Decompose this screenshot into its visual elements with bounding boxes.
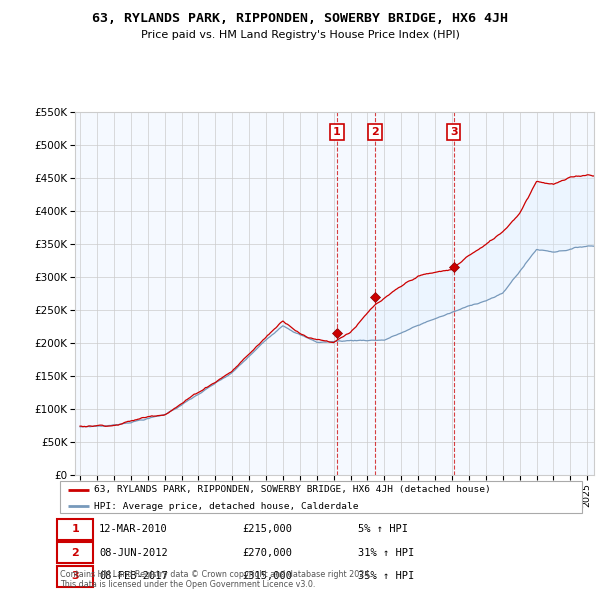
Text: 31% ↑ HPI: 31% ↑ HPI	[358, 548, 414, 558]
Text: 35% ↑ HPI: 35% ↑ HPI	[358, 572, 414, 581]
Text: 63, RYLANDS PARK, RIPPONDEN, SOWERBY BRIDGE, HX6 4JH (detached house): 63, RYLANDS PARK, RIPPONDEN, SOWERBY BRI…	[94, 486, 491, 494]
Text: 1: 1	[71, 525, 79, 534]
Text: 12-MAR-2010: 12-MAR-2010	[99, 525, 168, 534]
Text: 2: 2	[371, 127, 379, 137]
FancyBboxPatch shape	[58, 519, 93, 540]
FancyBboxPatch shape	[58, 566, 93, 587]
Text: HPI: Average price, detached house, Calderdale: HPI: Average price, detached house, Cald…	[94, 502, 358, 511]
Text: Price paid vs. HM Land Registry's House Price Index (HPI): Price paid vs. HM Land Registry's House …	[140, 30, 460, 40]
Text: 1: 1	[333, 127, 341, 137]
Text: 08-FEB-2017: 08-FEB-2017	[99, 572, 168, 581]
Text: 63, RYLANDS PARK, RIPPONDEN, SOWERBY BRIDGE, HX6 4JH: 63, RYLANDS PARK, RIPPONDEN, SOWERBY BRI…	[92, 12, 508, 25]
Text: £215,000: £215,000	[242, 525, 293, 534]
FancyBboxPatch shape	[60, 481, 582, 513]
Text: 5% ↑ HPI: 5% ↑ HPI	[358, 525, 407, 534]
Text: £315,000: £315,000	[242, 572, 293, 581]
Text: 2: 2	[71, 548, 79, 558]
Text: £270,000: £270,000	[242, 548, 293, 558]
Text: 3: 3	[71, 572, 79, 581]
FancyBboxPatch shape	[58, 542, 93, 563]
Text: 08-JUN-2012: 08-JUN-2012	[99, 548, 168, 558]
Text: 3: 3	[450, 127, 457, 137]
Text: Contains HM Land Registry data © Crown copyright and database right 2024.
This d: Contains HM Land Registry data © Crown c…	[60, 570, 372, 589]
